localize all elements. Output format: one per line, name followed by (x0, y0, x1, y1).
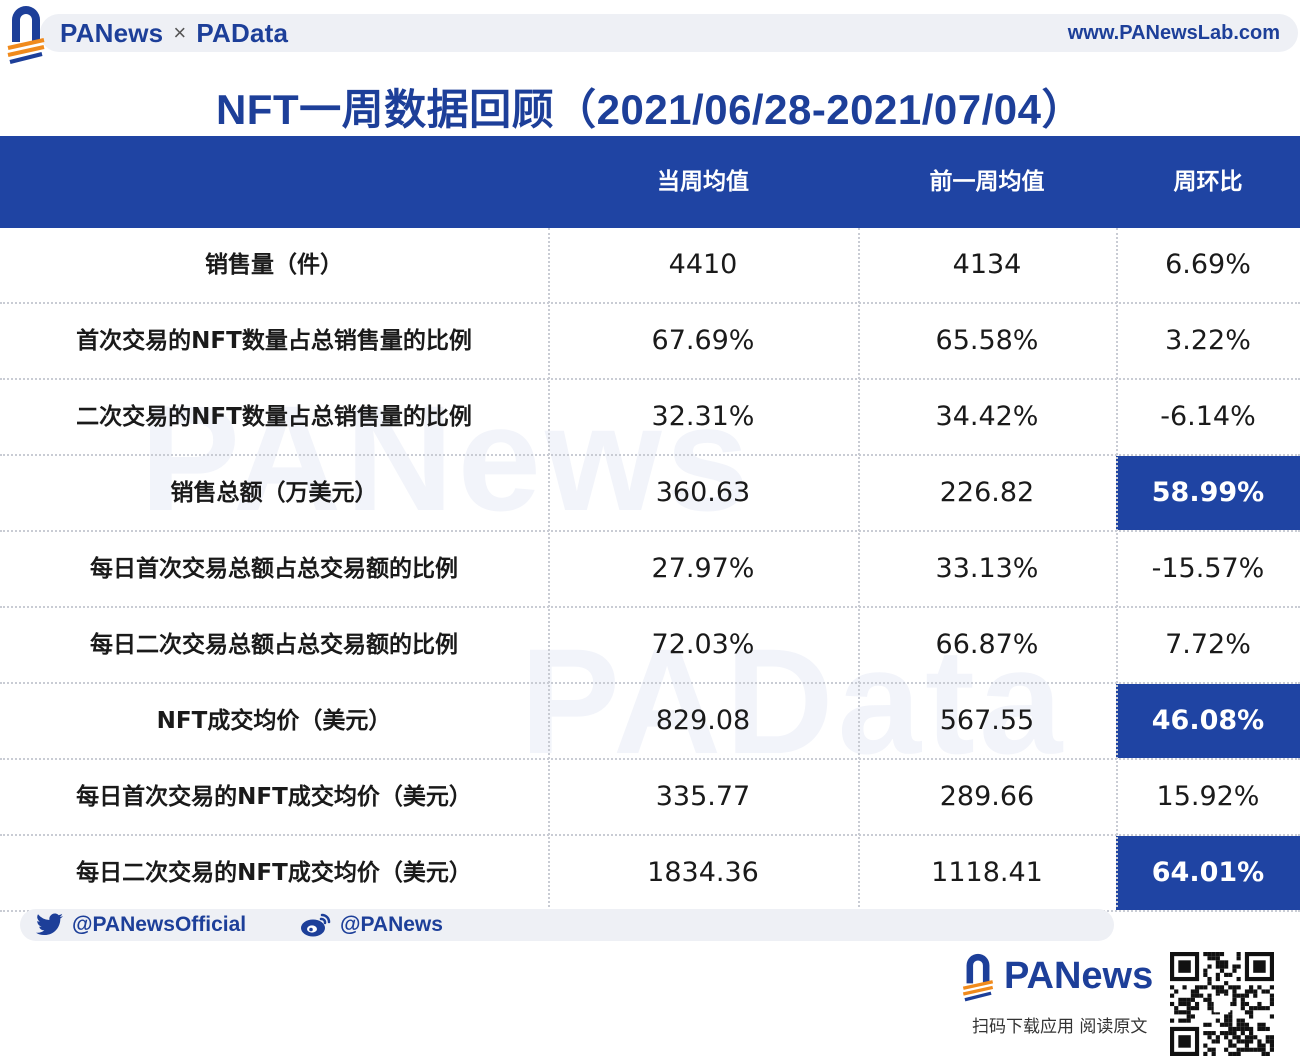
cell-change-value: 7.72% (1165, 629, 1251, 660)
column-header-previous: 前一周均值 (929, 169, 1045, 195)
row-label: 每日首次交易总额占总交易额的比例 (90, 556, 458, 582)
cell-previous-value: 289.66 (939, 781, 1035, 812)
cell-current-value: 829.08 (655, 705, 751, 736)
brand-separator: × (173, 20, 187, 45)
weibo-handle: @PANews (340, 913, 443, 936)
cell-change-value: -15.57% (1151, 553, 1265, 584)
footer-logo: PANews (960, 950, 1153, 1002)
cell-previous-value: 65.58% (935, 325, 1039, 356)
cell-previous-value: 226.82 (939, 477, 1035, 508)
header-bar (40, 14, 1298, 52)
cell-previous-value: 66.87% (935, 629, 1039, 660)
cell-change-value: 3.22% (1165, 325, 1251, 356)
cell-current-value: 1834.36 (647, 857, 759, 888)
row-label: 首次交易的NFT数量占总销售量的比例 (76, 328, 472, 354)
column-divider (858, 228, 860, 907)
row-label: NFT成交均价（美元） (156, 708, 392, 734)
cell-previous-value: 4134 (952, 249, 1022, 280)
page-title: NFT一周数据回顾（2021/06/28-2021/07/04） (215, 86, 1085, 133)
brand-padata: PAData (196, 17, 289, 48)
cell-change-value: 15.92% (1156, 781, 1260, 812)
cell-change-value: 46.08% (1116, 684, 1300, 758)
column-header-current: 当周均值 (657, 169, 749, 195)
table-row: 每日二次交易总额占总交易额的比例 72.03% 66.87% 7.72% (0, 608, 1300, 684)
footer-caption: 扫码下载应用 阅读原文 (972, 1017, 1148, 1037)
panews-logo-icon (962, 953, 994, 1002)
row-label: 销售总额（万美元） (170, 480, 378, 506)
table-row: NFT成交均价（美元） 829.08 567.55 46.08% (0, 684, 1300, 760)
table-row: 首次交易的NFT数量占总销售量的比例 67.69% 65.58% 3.22% (0, 304, 1300, 380)
header-brand: PANews × PAData (60, 18, 288, 48)
cell-current-value: 4410 (668, 249, 738, 280)
brand-panews: PANews (60, 17, 164, 48)
cell-current-value: 360.63 (655, 477, 751, 508)
row-label: 二次交易的NFT数量占总销售量的比例 (76, 404, 472, 430)
cell-change-value: 6.69% (1165, 249, 1251, 280)
cell-current-value: 32.31% (651, 401, 755, 432)
footer-brand: PANews (1004, 954, 1154, 997)
row-label: 每日首次交易的NFT成交均价（美元） (76, 784, 472, 810)
table-row: 每日首次交易的NFT成交均价（美元） 335.77 289.66 15.92% (0, 760, 1300, 836)
weibo-link[interactable]: @PANews (300, 912, 443, 938)
cell-previous-value: 567.55 (939, 705, 1035, 736)
qr-code-icon[interactable] (1170, 952, 1274, 1056)
row-label: 每日二次交易总额占总交易额的比例 (90, 632, 458, 658)
column-divider (1116, 228, 1118, 907)
social-bar (20, 909, 1114, 941)
table-row: 每日二次交易的NFT成交均价（美元） 1834.36 1118.41 64.01% (0, 836, 1300, 912)
cell-change-value: -6.14% (1160, 401, 1256, 432)
panews-logo-icon (7, 6, 45, 64)
cell-current-value: 67.69% (651, 325, 755, 356)
cell-current-value: 27.97% (651, 553, 755, 584)
twitter-handle: @PANewsOfficial (72, 913, 247, 936)
row-label: 每日二次交易的NFT成交均价（美元） (76, 860, 472, 886)
twitter-link[interactable]: @PANewsOfficial (36, 912, 246, 938)
cell-previous-value: 34.42% (935, 401, 1039, 432)
table-row: 销售量（件） 4410 4134 6.69% (0, 228, 1300, 304)
twitter-bird-icon (36, 913, 63, 936)
cell-current-value: 72.03% (651, 629, 755, 660)
weibo-icon (301, 913, 331, 937)
column-header-change: 周环比 (1173, 169, 1243, 195)
cell-change-value: 58.99% (1116, 456, 1300, 530)
table-row: 销售总额（万美元） 360.63 226.82 58.99% (0, 456, 1300, 532)
table-row: 每日首次交易总额占总交易额的比例 27.97% 33.13% -15.57% (0, 532, 1300, 608)
site-url[interactable]: www.PANewsLab.com (1067, 22, 1280, 44)
cell-previous-value: 1118.41 (931, 857, 1043, 888)
table-row: 二次交易的NFT数量占总销售量的比例 32.31% 34.42% -6.14% (0, 380, 1300, 456)
column-header-label (0, 136, 548, 228)
cell-previous-value: 33.13% (935, 553, 1039, 584)
row-label: 销售量（件） (205, 252, 343, 278)
cell-current-value: 335.77 (655, 781, 751, 812)
column-divider (548, 228, 550, 907)
cell-change-value: 64.01% (1116, 836, 1300, 910)
table-header: 当周均值 前一周均值 周环比 (0, 136, 1300, 228)
